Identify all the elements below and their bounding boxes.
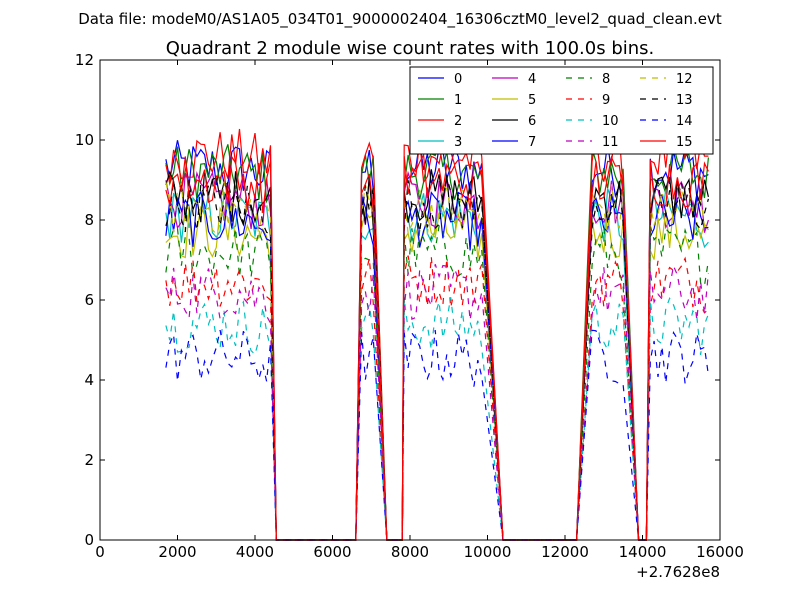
x-tick-label: 12000 — [541, 543, 589, 561]
legend-label-14: 14 — [676, 114, 693, 129]
series-line-5 — [165, 204, 709, 541]
legend-label-10: 10 — [602, 114, 619, 129]
series-line-8 — [165, 224, 709, 541]
x-tick-label: 0 — [95, 543, 105, 561]
axes-frame — [99, 59, 721, 541]
x-tick-label: 6000 — [313, 543, 351, 561]
series-line-13 — [165, 176, 709, 541]
legend-label-5: 5 — [528, 93, 536, 108]
series-line-14 — [165, 329, 709, 541]
x-tick-label: 16000 — [696, 543, 744, 561]
series-line-9 — [165, 255, 709, 541]
legend-label-6: 6 — [528, 114, 536, 129]
legend-label-9: 9 — [602, 93, 610, 108]
legend-label-7: 7 — [528, 135, 536, 150]
legend-label-13: 13 — [676, 93, 693, 108]
y-tick-label: 2 — [84, 451, 94, 469]
y-tick-label: 12 — [75, 51, 94, 69]
axis-ticks: 0 2000 4000 6000 8000 10000 12000 14000 16000 0 2 4… — [75, 51, 744, 561]
x-offset-label: +2.7628e8 — [636, 563, 720, 581]
series-line-11 — [165, 263, 709, 541]
y-tick-label: 6 — [84, 291, 94, 309]
figure-suptitle: Data file: modeM0/AS1A05_034T01_90000024… — [78, 10, 722, 29]
x-tick-label: 8000 — [391, 543, 429, 561]
legend-label-12: 12 — [676, 72, 693, 87]
series-line-7 — [165, 190, 709, 541]
y-tick-label: 10 — [75, 131, 94, 149]
y-tick-label: 0 — [84, 531, 94, 549]
x-tick-label: 14000 — [619, 543, 667, 561]
x-tick-label: 10000 — [464, 543, 512, 561]
legend-label-11: 11 — [602, 135, 619, 150]
legend-label-15: 15 — [676, 135, 693, 150]
legend-frame — [409, 66, 714, 155]
legend-label-8: 8 — [602, 72, 610, 87]
series-line-10 — [165, 297, 709, 541]
y-tick-label: 4 — [84, 371, 94, 389]
series-line-15 — [165, 153, 709, 541]
legend-label-1: 1 — [454, 93, 462, 108]
legend-label-0: 0 — [454, 72, 462, 87]
legend-label-4: 4 — [528, 72, 536, 87]
series-lines — [165, 126, 709, 541]
x-tick-label: 4000 — [236, 543, 274, 561]
y-tick-label: 8 — [84, 211, 94, 229]
series-line-2 — [165, 126, 709, 541]
legend-label-3: 3 — [454, 135, 462, 150]
x-tick-label: 2000 — [158, 543, 196, 561]
legend-label-2: 2 — [454, 114, 462, 129]
chart-title: Quadrant 2 module wise count rates with … — [166, 38, 655, 59]
series-line-1 — [165, 144, 709, 541]
